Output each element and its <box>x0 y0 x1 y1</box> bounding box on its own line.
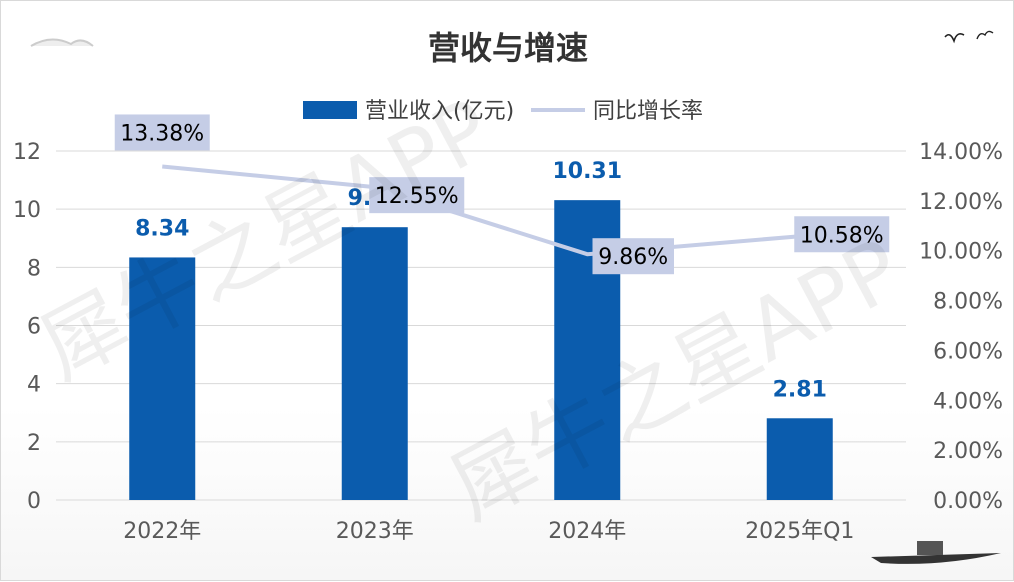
left-tick-label: 10 <box>13 198 41 223</box>
legend: 营业收入(亿元) 同比增长率 <box>303 99 703 124</box>
growth-label-box <box>794 216 890 253</box>
revenue-bar <box>129 257 196 500</box>
watermark-text: 犀牛之星APP <box>24 80 507 399</box>
left-tick-label: 12 <box>13 140 41 165</box>
growth-label-box <box>592 238 674 275</box>
bar-data-labels: 8.349.3810.312.81 <box>135 159 827 402</box>
x-tick-label: 2022年 <box>123 519 201 544</box>
line-data-labels: 13.38% 12.55% 9.86% 10.58% <box>114 114 890 275</box>
mountain-icon <box>30 38 94 47</box>
x-axis-ticks: 2022年 2023年 2024年 2025年Q1 <box>123 519 854 544</box>
legend-line-label: 同比增长率 <box>593 99 703 124</box>
right-tick-label: 10.00% <box>919 240 1003 265</box>
gridlines <box>56 150 906 501</box>
growth-label: 12.55% <box>369 177 465 214</box>
boat-cabin-icon <box>917 541 943 555</box>
growth-line <box>162 164 800 257</box>
legend-bar-label: 营业收入(亿元) <box>365 99 514 124</box>
left-tick-label: 8 <box>27 256 41 281</box>
growth-label-box <box>114 114 210 151</box>
growth-label-text: 13.38% <box>120 121 204 146</box>
right-tick-label: 8.00% <box>933 290 1003 315</box>
growth-label-box <box>369 177 465 214</box>
right-tick-label: 14.00% <box>919 140 1003 165</box>
left-tick-label: 4 <box>27 373 41 398</box>
growth-label: 13.38% <box>114 114 210 151</box>
chart-title: 营收与增速 <box>428 29 588 67</box>
right-tick-label: 4.00% <box>933 389 1003 414</box>
revenue-bar-label: 10.31 <box>552 159 622 184</box>
revenue-bar <box>341 227 408 500</box>
right-axis-ticks: 0.00% 2.00% 4.00% 6.00% 8.00% 10.00% 12.00% 14.… <box>919 140 1003 514</box>
bar-series <box>129 200 833 501</box>
revenue-bar-label: 2.81 <box>773 377 827 402</box>
left-axis-ticks: 0 2 4 6 8 10 12 <box>13 140 41 514</box>
right-tick-label: 2.00% <box>933 439 1003 464</box>
growth-line-series <box>162 164 800 257</box>
left-tick-label: 2 <box>27 431 41 456</box>
left-tick-label: 6 <box>27 315 41 340</box>
right-tick-label: 0.00% <box>933 489 1003 514</box>
revenue-bar <box>766 418 833 500</box>
boat-icon <box>871 553 1001 564</box>
legend-bar-swatch <box>303 101 357 119</box>
bird-icon <box>976 30 994 40</box>
birds-icon <box>944 33 965 44</box>
right-tick-label: 12.00% <box>919 190 1003 215</box>
growth-label: 9.86% <box>592 238 674 275</box>
growth-label-text: 10.58% <box>800 223 884 248</box>
right-tick-label: 6.00% <box>933 339 1003 364</box>
x-tick-label: 2023年 <box>336 519 414 544</box>
growth-label-text: 9.86% <box>598 245 668 270</box>
x-tick-label: 2024年 <box>548 519 626 544</box>
growth-label: 10.58% <box>794 216 890 253</box>
left-tick-label: 0 <box>27 489 41 514</box>
revenue-bar-label: 8.34 <box>135 216 189 241</box>
x-tick-label: 2025年Q1 <box>745 519 854 544</box>
growth-label-text: 12.55% <box>375 184 459 209</box>
